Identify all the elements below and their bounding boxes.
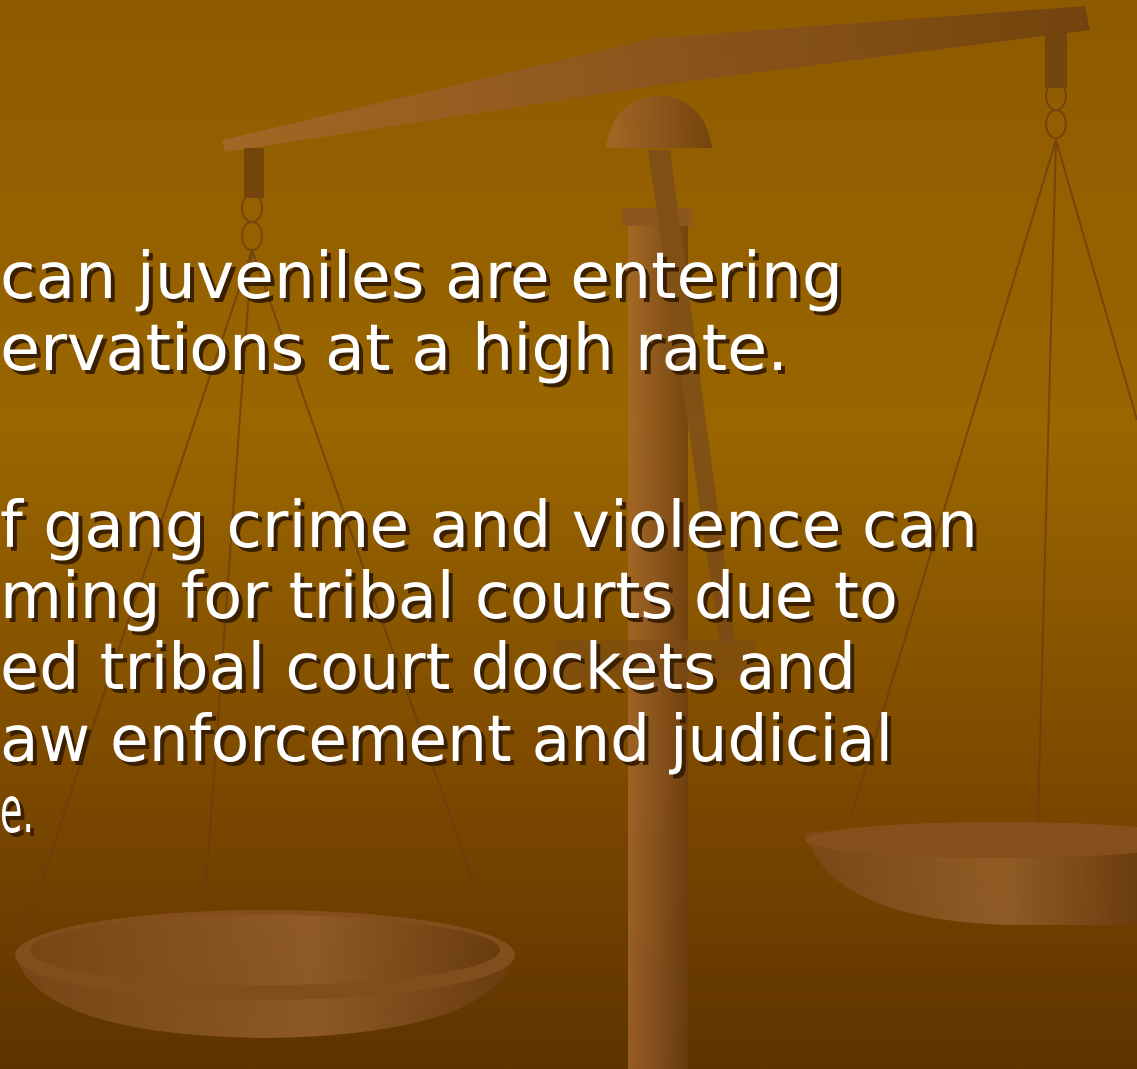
- text-line: ming for tribal courts due to: [0, 560, 898, 634]
- page: {"slide": {"bullets": [ {"lines": ["can …: [0, 0, 1137, 1069]
- slide: can juveniles are entering can juveniles…: [0, 0, 1137, 1069]
- text-line: ervations at a high rate.: [0, 312, 788, 386]
- text-line: e.: [0, 774, 34, 848]
- text-line: ed tribal court dockets and: [0, 631, 856, 705]
- bullet-1: can juveniles are entering can juveniles…: [0, 240, 847, 390]
- text-line: f gang crime and violence can: [0, 489, 978, 563]
- text-line: aw enforcement and judicial: [0, 703, 893, 777]
- text-line: can juveniles are entering: [0, 240, 843, 314]
